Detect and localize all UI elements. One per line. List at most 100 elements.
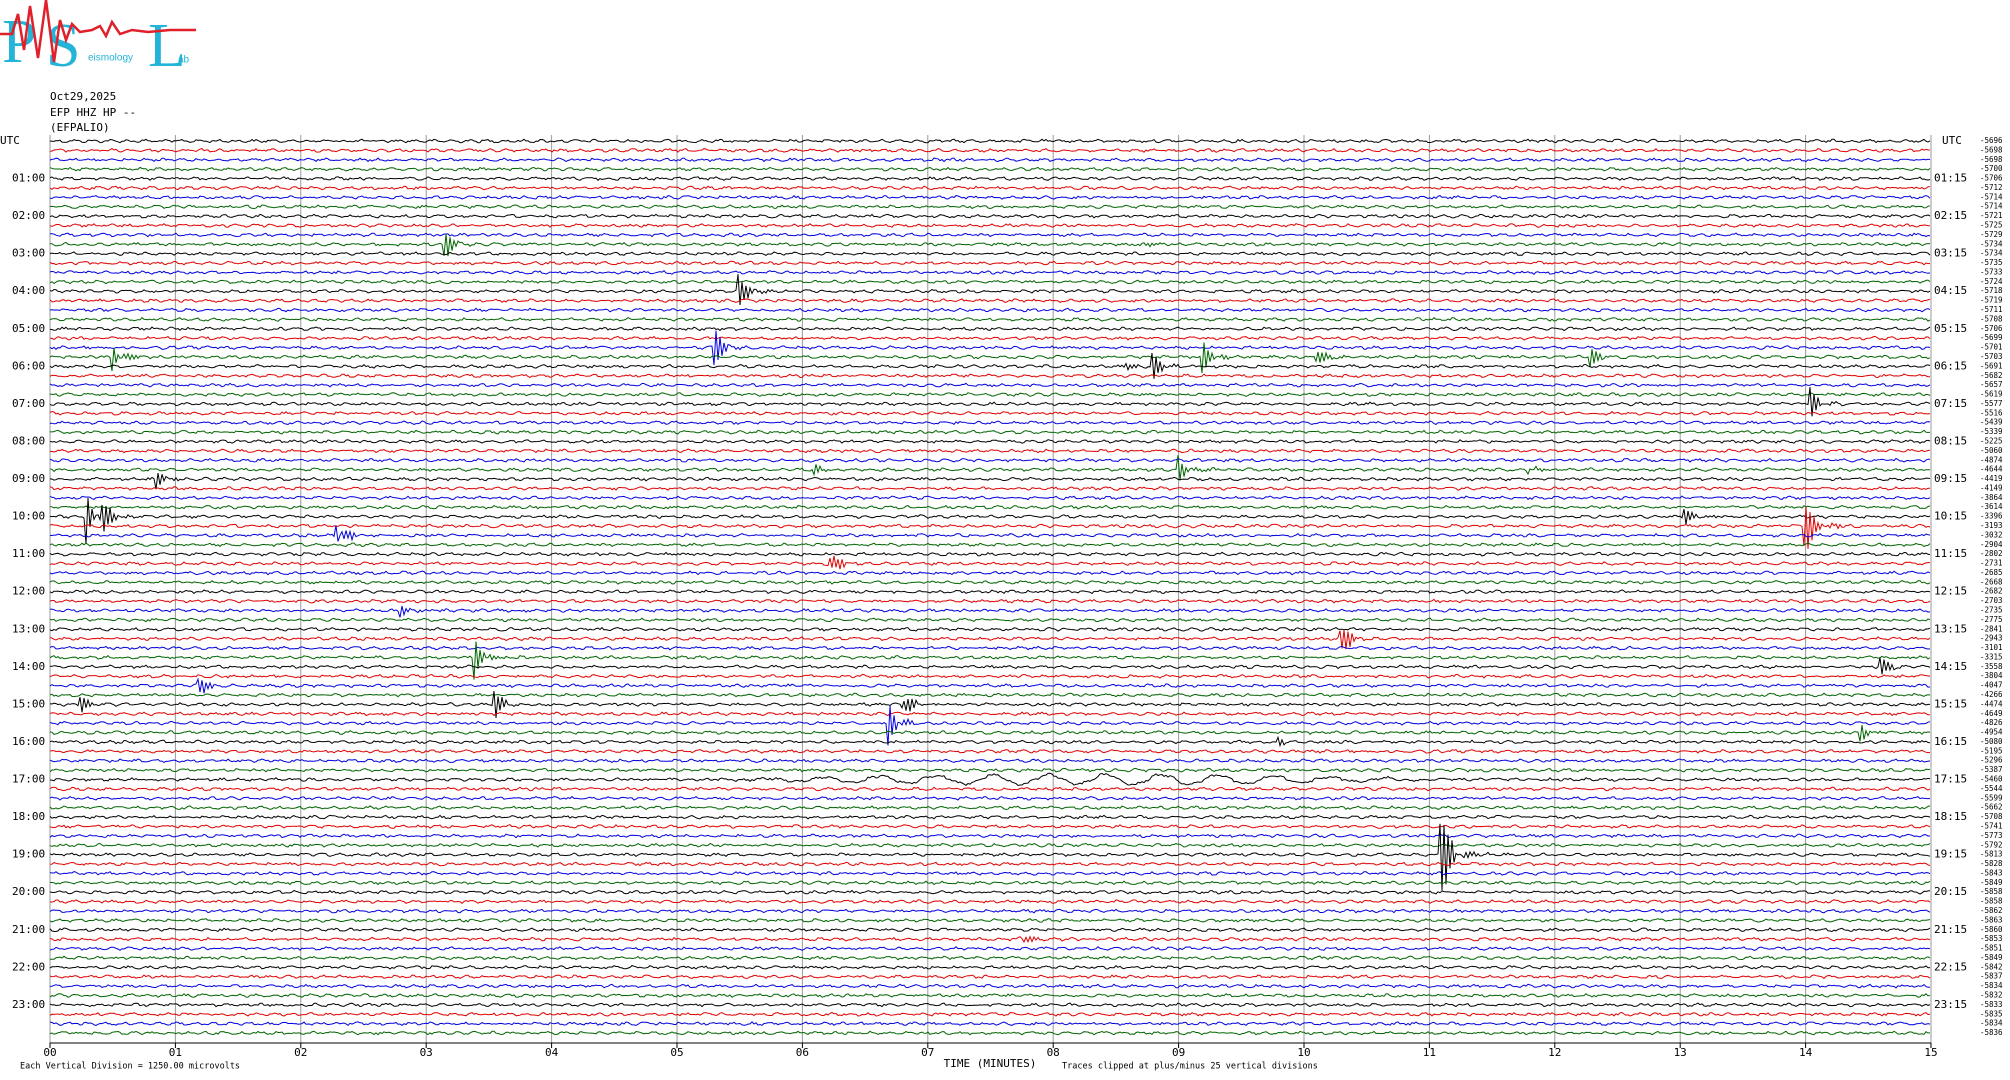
trace [49, 711, 1931, 717]
trace [49, 1021, 1931, 1027]
hour-label: 07:00 [12, 397, 45, 410]
trace [50, 335, 1931, 341]
hour-label: 18:00 [12, 810, 45, 823]
trace-offset: -5719 [1980, 296, 2003, 305]
trace-offset: -3396 [1980, 512, 2003, 521]
trace [49, 589, 1931, 595]
hour-label: 01:00 [12, 172, 45, 185]
trace [49, 176, 1931, 181]
trace [49, 473, 1931, 490]
trace-offset: -5834 [1980, 981, 2003, 990]
trace-offset: -5619 [1980, 390, 2003, 399]
trace [50, 392, 1931, 397]
x-tick-label: 08 [1047, 1046, 1060, 1059]
hour-label: 16:15 [1934, 735, 1967, 748]
trace-offset: -2775 [1980, 615, 2003, 624]
trace [49, 138, 1931, 144]
trace-offset: -5842 [1980, 962, 2003, 971]
trace-offset: -5700 [1980, 164, 2003, 173]
trace [49, 673, 1931, 679]
hour-label: 21:15 [1934, 923, 1967, 936]
hour-label: 14:15 [1934, 660, 1967, 673]
trace [49, 964, 1931, 970]
trace [49, 352, 1931, 379]
trace-offset: -5662 [1980, 803, 2003, 812]
trace [49, 795, 1931, 801]
station: (EFPALIO) [50, 121, 110, 134]
trace-offset: -2904 [1980, 540, 2003, 549]
trace [49, 204, 1931, 210]
trace [49, 691, 1930, 719]
trace-offset: -5734 [1980, 249, 2003, 258]
trace-offset: -5860 [1980, 925, 2003, 934]
hour-label: 10:15 [1934, 510, 1967, 523]
trace [50, 880, 1931, 886]
trace [49, 166, 1931, 172]
trace [49, 993, 1931, 998]
trace-offset: -5835 [1980, 1009, 2003, 1018]
footer-left: Each Vertical Division = 1250.00 microvo… [20, 1062, 240, 1072]
trace [49, 316, 1931, 322]
trace-offset: -5339 [1980, 427, 2003, 436]
trace [49, 749, 1931, 754]
trace [49, 260, 1931, 266]
hour-label: 18:15 [1934, 810, 1967, 823]
trace-offset: -5516 [1980, 408, 2003, 417]
trace-offset: -5735 [1980, 258, 2003, 267]
trace-offset: -2685 [1980, 568, 2003, 577]
hour-label: 14:00 [12, 660, 45, 673]
trace-offset: -5544 [1980, 784, 2003, 793]
hour-label: 19:15 [1934, 848, 1967, 861]
trace-offset: -5682 [1980, 371, 2003, 380]
logo-letter: L [148, 12, 186, 80]
hour-label: 06:15 [1934, 359, 1967, 372]
trace [49, 570, 1931, 576]
trace [49, 833, 1931, 839]
hour-label: 22:00 [12, 960, 45, 973]
trace-offset: -5729 [1980, 230, 2003, 239]
trace-offset: -4149 [1980, 483, 2003, 492]
trace [49, 342, 1931, 374]
trace-offset: -2943 [1980, 634, 2003, 643]
trace [49, 410, 1931, 416]
trace-offset: -2802 [1980, 549, 2003, 558]
trace [49, 579, 1931, 585]
trace-offset: -5858 [1980, 887, 2003, 896]
hour-label: 03:00 [12, 247, 45, 260]
trace-offset: -5863 [1980, 915, 2003, 924]
trace [49, 983, 1931, 989]
trace-offset: -5733 [1980, 267, 2003, 276]
trace-offset: -5862 [1980, 906, 2003, 915]
trace [49, 185, 1931, 191]
trace [49, 899, 1931, 904]
hour-label: 13:15 [1934, 622, 1967, 635]
trace-offset: -5853 [1980, 934, 2003, 943]
trace [49, 270, 1931, 275]
hour-label: 03:15 [1934, 247, 1967, 260]
trace-offset: -5849 [1980, 878, 2003, 887]
trace-offset: -4419 [1980, 474, 2003, 483]
trace [49, 692, 1931, 698]
trace-offset: -5834 [1980, 1019, 2003, 1028]
trace-offset: -5708 [1980, 314, 2003, 323]
trace-offset: -2735 [1980, 606, 2003, 615]
hour-label: 08:15 [1934, 434, 1967, 447]
trace [49, 232, 1931, 238]
trace-offset: -5696 [1980, 136, 2003, 145]
hour-label: 19:00 [12, 848, 45, 861]
trace-offset: -3864 [1980, 493, 2003, 502]
trace-offset: -4649 [1980, 709, 2003, 718]
hour-label: 22:15 [1934, 960, 1967, 973]
trace [49, 213, 1931, 219]
hour-label: 07:15 [1934, 397, 1967, 410]
trace-offset: -3315 [1980, 652, 2003, 661]
hour-label: 23:15 [1934, 998, 1967, 1011]
trace [49, 486, 1931, 491]
x-tick-label: 12 [1548, 1046, 1561, 1059]
hour-label: 04:15 [1934, 284, 1967, 297]
trace [49, 805, 1931, 810]
trace-offset: -5724 [1980, 277, 2003, 286]
trace-offset: -5725 [1980, 221, 2003, 230]
trace [49, 677, 1931, 694]
trace [49, 861, 1931, 867]
